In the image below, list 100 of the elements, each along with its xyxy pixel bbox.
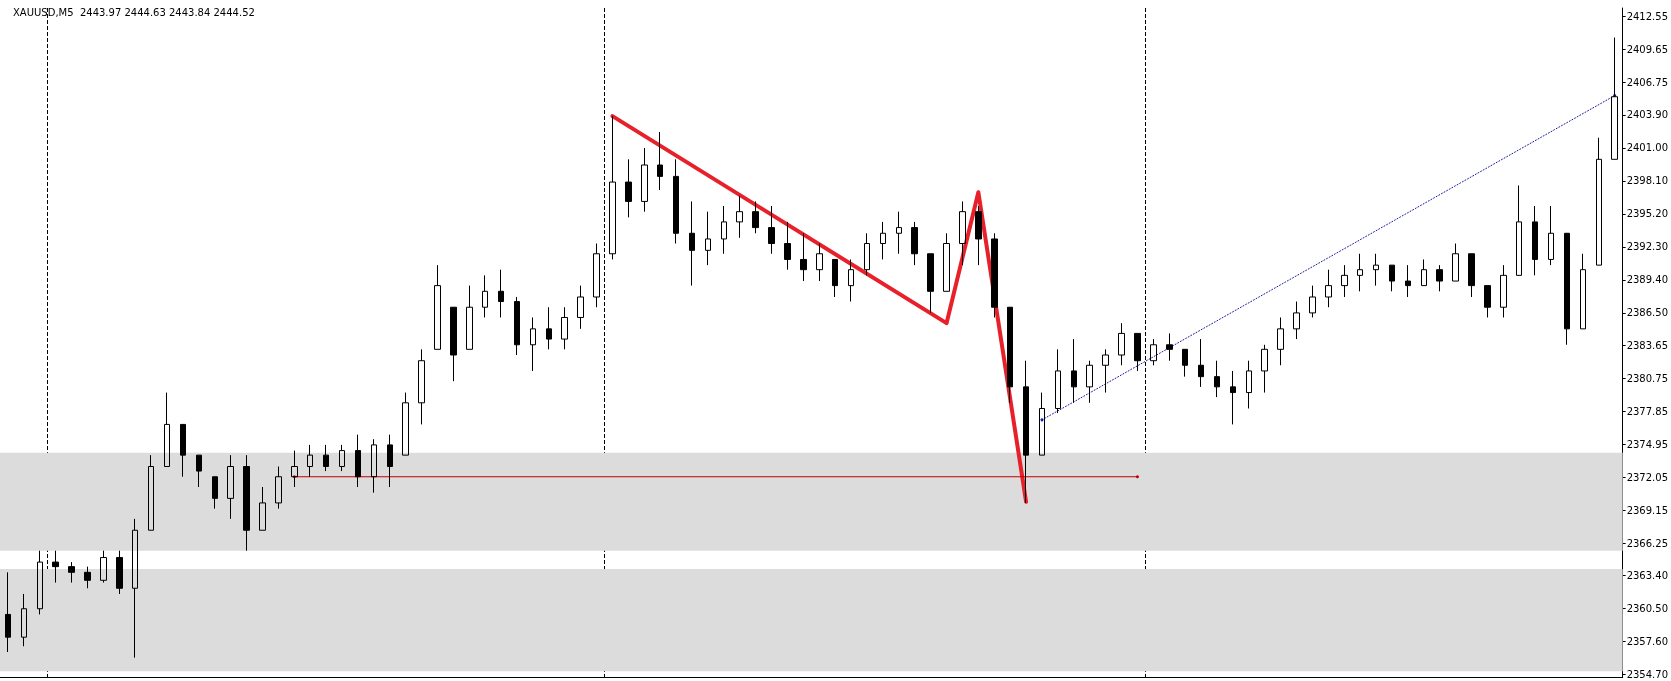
candlestick <box>52 550 59 584</box>
candlestick <box>418 348 425 425</box>
candlestick <box>1134 332 1141 372</box>
candlestick <box>243 454 250 552</box>
candlestick <box>1246 360 1252 409</box>
y-tick-label: 2366.25 <box>1626 537 1669 549</box>
candlestick <box>752 200 759 234</box>
candlestick <box>625 158 632 218</box>
candlestick <box>705 211 711 266</box>
y-tick-label: 2357.60 <box>1626 636 1669 648</box>
candlestick <box>689 200 695 287</box>
line-series <box>610 114 1029 504</box>
candlestick <box>5 571 11 653</box>
y-tick-label: 2360.50 <box>1626 603 1669 615</box>
y-tick-label: 2383.65 <box>1626 339 1669 351</box>
candlestick <box>387 434 393 488</box>
candlestick <box>991 232 998 318</box>
candlestick <box>911 221 918 266</box>
candlestick <box>450 306 457 382</box>
candlestick <box>864 232 870 276</box>
candlestick <box>927 253 934 314</box>
candlestick <box>1071 338 1077 404</box>
candlestick <box>180 423 186 478</box>
candlestick <box>1150 338 1157 366</box>
y-tick-label: 2406.75 <box>1626 77 1669 89</box>
candlestick <box>514 296 520 356</box>
y-tick-label: 2401.00 <box>1626 142 1669 154</box>
candlestick <box>1102 348 1109 394</box>
candlestick <box>1373 253 1379 287</box>
chart-title: XAUUSD,M5 2443.97 2444.63 2443.84 2444.52 <box>13 6 255 18</box>
candlestick <box>148 454 154 531</box>
candlestick <box>1580 253 1586 330</box>
candlestick <box>37 550 43 615</box>
candlestick <box>1357 253 1363 292</box>
candlestick <box>800 232 807 282</box>
candlestick <box>21 593 27 647</box>
candlestick <box>1277 316 1284 366</box>
candlestick <box>1341 264 1348 298</box>
candlestick <box>1468 253 1475 298</box>
candlestick <box>1293 301 1300 340</box>
y-tick-label: 2409.65 <box>1626 44 1669 56</box>
candlestick <box>1055 348 1061 414</box>
candlestick <box>132 518 138 659</box>
candlestick <box>546 306 552 350</box>
candlestick <box>68 561 75 584</box>
candlestick <box>1007 306 1013 404</box>
candlestick <box>212 476 218 510</box>
candlestick <box>1532 205 1538 276</box>
candlestick <box>1452 243 1459 282</box>
candlestick <box>100 550 107 584</box>
y-tick-label: 2372.05 <box>1626 471 1669 483</box>
candlestick <box>1182 348 1188 378</box>
candlestick <box>402 392 409 456</box>
candlestick <box>1436 264 1443 292</box>
candlestick <box>721 205 727 255</box>
candlestick <box>832 258 838 298</box>
candlestick <box>1118 322 1125 366</box>
candlestick <box>880 221 886 260</box>
candlestick <box>657 131 663 191</box>
candlestick <box>1500 264 1507 318</box>
candlestick <box>466 285 473 350</box>
y-tick-label: 2389.40 <box>1626 274 1669 286</box>
y-tick-label: 2354.70 <box>1626 669 1669 681</box>
candlestick <box>434 264 441 350</box>
candlestick <box>275 466 282 510</box>
candlestick <box>1261 344 1268 394</box>
y-tick-label: 2380.75 <box>1626 372 1669 384</box>
candlestick <box>641 147 648 213</box>
candlestick <box>673 158 679 245</box>
candlestick <box>1516 184 1522 276</box>
candlestick <box>339 444 345 472</box>
y-tick-label: 2363.40 <box>1626 570 1669 582</box>
candlestick <box>1389 264 1395 292</box>
candlestick <box>848 258 854 303</box>
y-tick-label: 2412.55 <box>1626 11 1669 23</box>
y-tick-label: 2403.90 <box>1626 109 1669 121</box>
y-tick-label: 2386.50 <box>1626 307 1669 319</box>
y-tick-label: 2398.10 <box>1626 175 1669 187</box>
candlestick <box>943 232 950 292</box>
candlestick <box>1325 269 1332 308</box>
candlestick <box>1214 360 1220 398</box>
candlestick <box>896 211 902 255</box>
y-tick-label: 2377.85 <box>1626 405 1669 417</box>
candlestick <box>1198 338 1204 388</box>
candlestick <box>1086 360 1093 404</box>
candlestick <box>816 243 823 282</box>
candlestick <box>482 274 488 318</box>
candlestick <box>736 195 743 239</box>
y-tick-label: 2369.15 <box>1626 504 1669 516</box>
candlestick <box>1309 285 1316 318</box>
y-tick-label: 2392.30 <box>1626 241 1669 253</box>
candlestick <box>975 205 982 266</box>
candlestick <box>561 306 568 350</box>
candlestick <box>307 444 313 478</box>
candlestick <box>196 454 202 488</box>
candlestick <box>498 269 504 318</box>
candlestick <box>1564 232 1570 346</box>
candlestick <box>1230 370 1236 425</box>
candlestick <box>323 444 329 472</box>
candlestick <box>530 316 536 372</box>
